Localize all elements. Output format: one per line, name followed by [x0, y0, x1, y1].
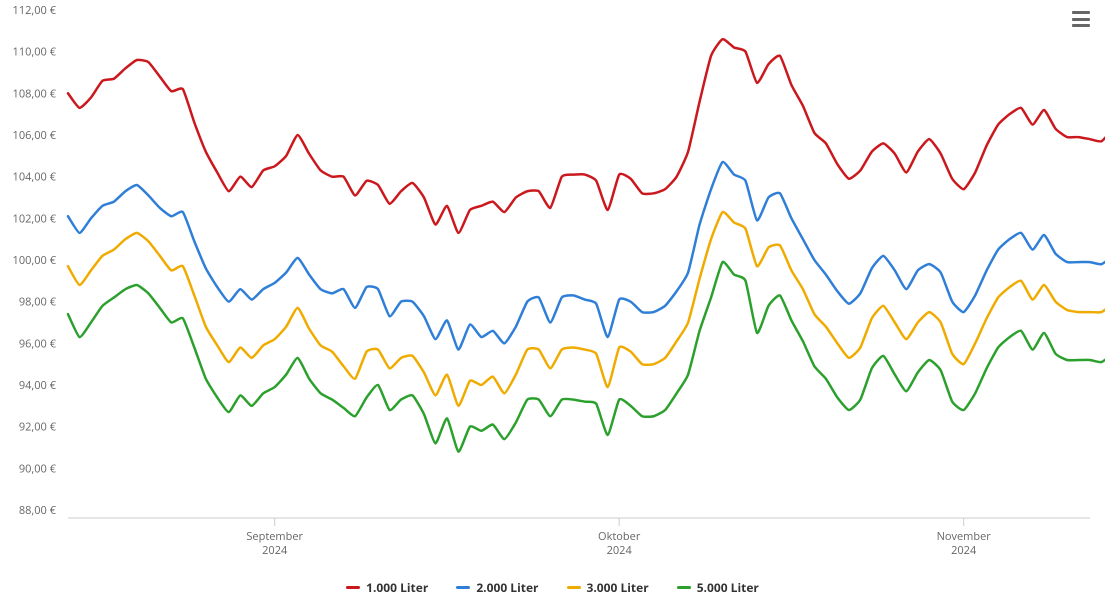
y-axis-tick-label: 110,00 €	[13, 45, 57, 60]
y-axis-tick-label: 96,00 €	[19, 336, 57, 351]
y-axis-tick-label: 104,00 €	[13, 170, 57, 185]
legend-label: 3.000 Liter	[587, 579, 649, 596]
x-axis-month-label: November	[937, 529, 992, 544]
legend-swatch	[677, 586, 691, 589]
y-axis-tick-label: 106,00 €	[13, 128, 57, 143]
legend-item[interactable]: 2.000 Liter	[456, 579, 538, 596]
legend-swatch	[346, 586, 360, 589]
series-line[interactable]	[68, 162, 1105, 350]
x-axis-year-label: 2024	[262, 543, 288, 558]
legend-item[interactable]: 3.000 Liter	[567, 579, 649, 596]
legend-item[interactable]: 1.000 Liter	[346, 579, 428, 596]
y-axis-tick-label: 112,00 €	[13, 3, 57, 18]
y-axis-tick-label: 108,00 €	[13, 86, 57, 101]
x-axis-year-label: 2024	[607, 543, 633, 558]
legend-label: 5.000 Liter	[697, 579, 759, 596]
chart-legend: 1.000 Liter 2.000 Liter 3.000 Liter 5.000 L…	[0, 579, 1105, 596]
y-axis-tick-label: 88,00 €	[19, 503, 57, 518]
y-axis-tick-label: 94,00 €	[19, 378, 57, 393]
chart-svg: 88,00 € 90,00 € 92,00 € 94,00 € 96,00 € 98,00…	[0, 0, 1105, 602]
y-axis-tick-label: 92,00 €	[19, 420, 57, 435]
legend-item[interactable]: 5.000 Liter	[677, 579, 759, 596]
series-line[interactable]	[68, 212, 1105, 406]
y-axis-tick-label: 98,00 €	[19, 295, 57, 310]
legend-swatch	[456, 586, 470, 589]
legend-label: 1.000 Liter	[366, 579, 428, 596]
y-axis-tick-label: 102,00 €	[13, 211, 57, 226]
x-axis-year-label: 2024	[951, 543, 977, 558]
x-axis-month-label: Oktober	[598, 529, 641, 544]
legend-label: 2.000 Liter	[476, 579, 538, 596]
legend-swatch	[567, 586, 581, 589]
y-axis-tick-label: 100,00 €	[13, 253, 57, 268]
series-line[interactable]	[68, 39, 1105, 233]
x-axis-month-label: September	[246, 529, 303, 544]
y-axis-tick-label: 90,00 €	[19, 461, 57, 476]
price-chart: 88,00 € 90,00 € 92,00 € 94,00 € 96,00 € 98,00…	[0, 0, 1105, 602]
